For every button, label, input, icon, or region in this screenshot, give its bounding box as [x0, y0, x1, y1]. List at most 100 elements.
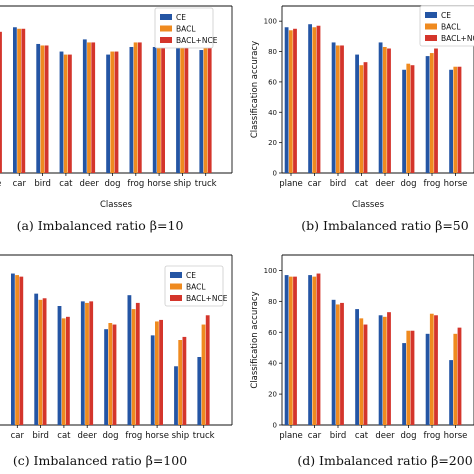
bar-bacl-nce-truck [205, 315, 210, 425]
x-tick-label-dog: dog [103, 431, 119, 441]
bar-bacl-nce-deer [387, 312, 391, 425]
bar-bacl-truck [201, 324, 206, 425]
bar-bacl-nce-dog [114, 51, 119, 173]
bar-bacl-nce-plane [293, 276, 297, 425]
chart-panel-2: 0 20 40 60 80 100 Classification accuracy plane… [250, 5, 474, 233]
bar-bacl-nce-frog [434, 48, 438, 173]
x-axis-label: Classes [352, 200, 385, 210]
bar-ce-car [11, 273, 15, 425]
y-tick-label: 80 [268, 48, 277, 56]
chart-panel-4: 0 20 40 60 80 100 Classification accuracy plane… [250, 254, 474, 468]
legend-swatch-bacl-nce [170, 295, 182, 301]
panel-caption: (c) Imbalanced ratio β=100 [13, 453, 187, 468]
y-tick-label: 80 [268, 298, 277, 306]
legend-label-ce: CE [186, 271, 196, 280]
y-tick-label: 20 [268, 139, 277, 147]
bar-ce-dog [402, 343, 406, 425]
chart-panel-3: necarbirdcatdeerdogfroghorseshiptruckCEB… [0, 254, 233, 468]
legend-label-bacl: BACL [441, 23, 461, 32]
bar-bacl-dog [406, 330, 411, 425]
bar-bacl-deer [85, 302, 89, 425]
bar-ce-bird [34, 293, 39, 425]
y-tick-label: 100 [264, 267, 277, 275]
bar-bacl-nce-cat [68, 54, 72, 173]
y-axis-label: Classification accuracy [250, 291, 260, 388]
bar-ce-bird [331, 42, 336, 173]
bar-bacl-nce-plane [293, 28, 297, 173]
bar-bacl-nce-horse [457, 66, 462, 173]
bar-ce-frog [127, 295, 132, 425]
bar-bacl-ship [180, 36, 185, 174]
legend-swatch-bacl [170, 283, 182, 290]
legend-label-ce: CE [176, 13, 186, 22]
y-tick-label: 100 [264, 18, 277, 26]
bar-bacl-horse [453, 333, 458, 425]
bar-ce-ship [176, 39, 180, 174]
x-tick-label-horse: horse [147, 179, 171, 189]
bar-ce-ship [174, 366, 178, 425]
x-tick-label-horse: horse [444, 179, 468, 189]
bar-ce-bird [331, 299, 336, 425]
bar-bacl-nce-car [316, 273, 321, 425]
bar-bacl-horse [453, 66, 458, 173]
bar-bacl-nce-frog [137, 42, 142, 173]
bar-ce-cat [355, 309, 359, 425]
bar-bacl-nce-cat [363, 324, 368, 425]
bar-ce-dog [104, 329, 108, 425]
bar-bacl-nce-bird [44, 45, 49, 173]
y-tick-label: 40 [268, 360, 277, 368]
bar-bacl-nce-deer [387, 48, 391, 173]
bar-bacl-bird [335, 45, 340, 173]
x-tick-label-horse: horse [145, 431, 169, 441]
bar-bacl-truck [203, 45, 208, 173]
x-tick-label-car: car [11, 431, 25, 441]
bar-bacl-horse [157, 45, 161, 173]
x-axis-label: Classes [100, 200, 133, 210]
bar-bacl-nce-frog [434, 315, 438, 425]
bar-bacl-bird [335, 304, 340, 425]
bar-bacl-car [312, 27, 317, 173]
x-tick-label-frog: frog [424, 431, 441, 441]
legend-swatch-ce [425, 12, 437, 18]
x-tick-label-dog: dog [401, 431, 417, 441]
bar-ce-horse [449, 69, 453, 173]
bar-ce-bird [36, 43, 41, 173]
x-tick-label-plane: plane [279, 431, 303, 441]
bar-ce-frog [425, 333, 430, 425]
bar-ce-car [13, 27, 17, 173]
bar-bacl-deer [382, 316, 387, 425]
bar-bacl-plane [288, 30, 293, 173]
x-tick-label-horse: horse [444, 431, 468, 441]
bar-ce-deer [378, 315, 383, 425]
legend-label-ce: CE [441, 11, 451, 20]
bar-ce-frog [129, 46, 134, 174]
x-tick-label-car: car [13, 179, 27, 189]
legend-swatch-bacl-nce [160, 37, 172, 43]
x-tick-label-frog: frog [424, 179, 441, 189]
x-tick-label-cat: cat [355, 179, 369, 189]
x-tick-label-car: car [308, 431, 322, 441]
bar-ce-plane [284, 275, 289, 425]
legend-label-bacl-nce: BACL+NCE [176, 36, 218, 45]
bar-ce-horse [152, 46, 157, 174]
x-tick-label-deer: deer [375, 431, 395, 441]
bar-bacl-nce-deer [89, 301, 94, 425]
bar-bacl-nce-bird [42, 298, 47, 425]
x-tick-label-ship: ship [174, 179, 192, 189]
legend-swatch-ce [160, 14, 172, 20]
bar-ce-dog [402, 69, 406, 173]
bar-ce-cat [59, 51, 64, 173]
legend-label-bacl-nce: BACL+NCE [441, 34, 474, 43]
bar-bacl-plane [288, 276, 293, 425]
bar-bacl-cat [359, 318, 364, 425]
x-tick-label-bird: bird [34, 179, 51, 189]
x-tick-label-truck: truck [193, 431, 215, 441]
x-tick-label-car: car [308, 179, 322, 189]
bar-bacl-cat [61, 318, 66, 425]
x-tick-label-frog: frog [125, 431, 142, 441]
bar-bacl-cat [359, 65, 364, 173]
bar-bacl-nce-car [316, 25, 321, 174]
bar-bacl-nce-cat [363, 62, 368, 173]
bar-ce-dog [106, 54, 110, 173]
